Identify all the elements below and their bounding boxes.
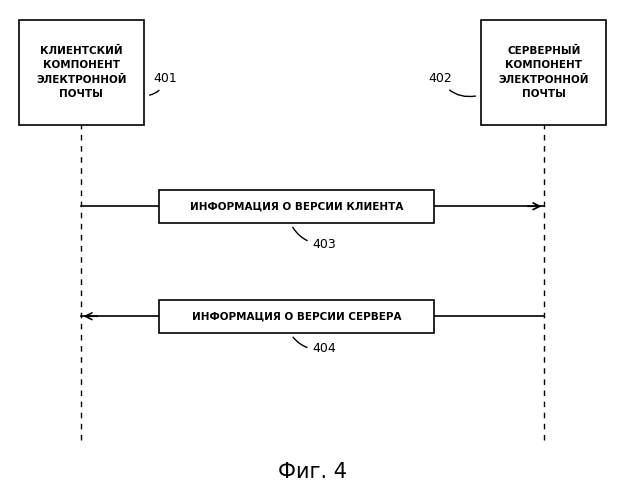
Text: 404: 404: [293, 337, 336, 355]
Text: 401: 401: [149, 72, 177, 95]
Text: СЕРВЕРНЫЙ
КОМПОНЕНТ
ЭЛЕКТРОННОЙ
ПОЧТЫ: СЕРВЕРНЫЙ КОМПОНЕНТ ЭЛЕКТРОННОЙ ПОЧТЫ: [499, 46, 589, 98]
Text: КЛИЕНТСКИЙ
КОМПОНЕНТ
ЭЛЕКТРОННОЙ
ПОЧТЫ: КЛИЕНТСКИЙ КОМПОНЕНТ ЭЛЕКТРОННОЙ ПОЧТЫ: [36, 46, 126, 98]
FancyBboxPatch shape: [159, 190, 434, 222]
Text: Фиг. 4: Фиг. 4: [278, 462, 347, 482]
Text: 402: 402: [428, 72, 476, 96]
Text: ИНФОРМАЦИЯ О ВЕРСИИ КЛИЕНТА: ИНФОРМАЦИЯ О ВЕРСИИ КЛИЕНТА: [190, 201, 404, 211]
FancyBboxPatch shape: [19, 20, 144, 125]
FancyBboxPatch shape: [159, 300, 434, 332]
Text: 403: 403: [292, 228, 336, 250]
FancyBboxPatch shape: [481, 20, 606, 125]
Text: ИНФОРМАЦИЯ О ВЕРСИИ СЕРВЕРА: ИНФОРМАЦИЯ О ВЕРСИИ СЕРВЕРА: [192, 311, 402, 321]
